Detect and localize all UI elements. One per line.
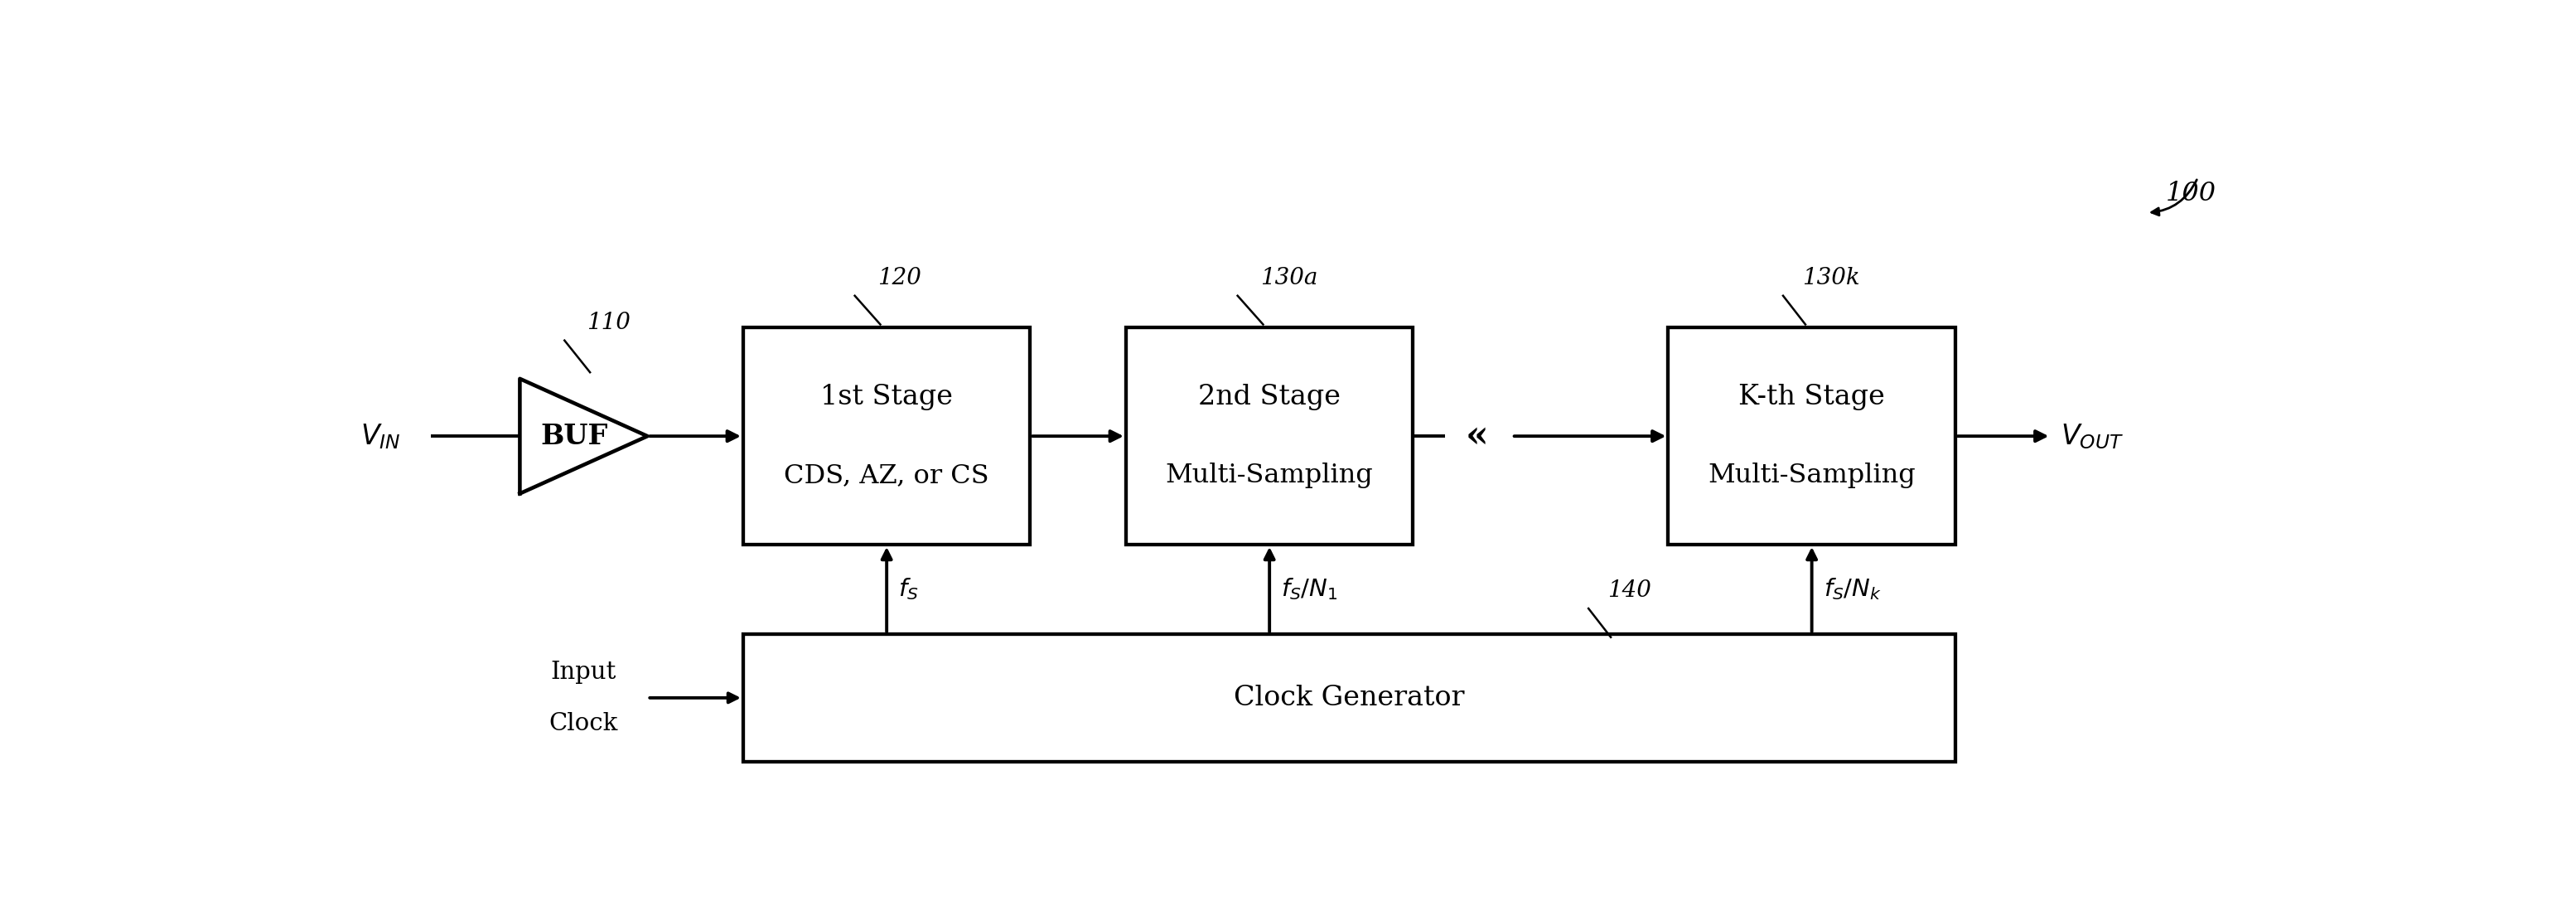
FancyBboxPatch shape — [1126, 328, 1414, 545]
Text: 140: 140 — [1607, 580, 1651, 602]
Text: 2nd Stage: 2nd Stage — [1198, 384, 1340, 410]
Text: 110: 110 — [587, 312, 631, 334]
Text: Multi-Sampling: Multi-Sampling — [1708, 462, 1917, 488]
Text: $V_{OUT}$: $V_{OUT}$ — [2061, 422, 2123, 450]
Text: 100: 100 — [2166, 181, 2215, 207]
Text: $f_S$: $f_S$ — [899, 576, 920, 602]
Text: Clock: Clock — [549, 712, 618, 735]
FancyBboxPatch shape — [742, 328, 1030, 545]
Text: $f_S/N_k$: $f_S/N_k$ — [1824, 576, 1880, 602]
Text: 120: 120 — [876, 267, 922, 289]
Text: Multi-Sampling: Multi-Sampling — [1164, 462, 1373, 488]
FancyBboxPatch shape — [1669, 328, 1955, 545]
Text: 130k: 130k — [1803, 267, 1860, 289]
Text: CDS, AZ, or CS: CDS, AZ, or CS — [783, 462, 989, 488]
Text: 130a: 130a — [1260, 267, 1316, 289]
Text: $V_{IN}$: $V_{IN}$ — [361, 422, 402, 450]
Text: BUF: BUF — [541, 422, 608, 449]
FancyBboxPatch shape — [742, 634, 1955, 762]
Text: «: « — [1466, 419, 1489, 454]
Text: Clock Generator: Clock Generator — [1234, 685, 1466, 711]
Text: $f_S/N_1$: $f_S/N_1$ — [1280, 576, 1337, 602]
Text: K-th Stage: K-th Stage — [1739, 384, 1886, 410]
Text: 1st Stage: 1st Stage — [819, 384, 953, 410]
Text: Input: Input — [551, 660, 616, 684]
